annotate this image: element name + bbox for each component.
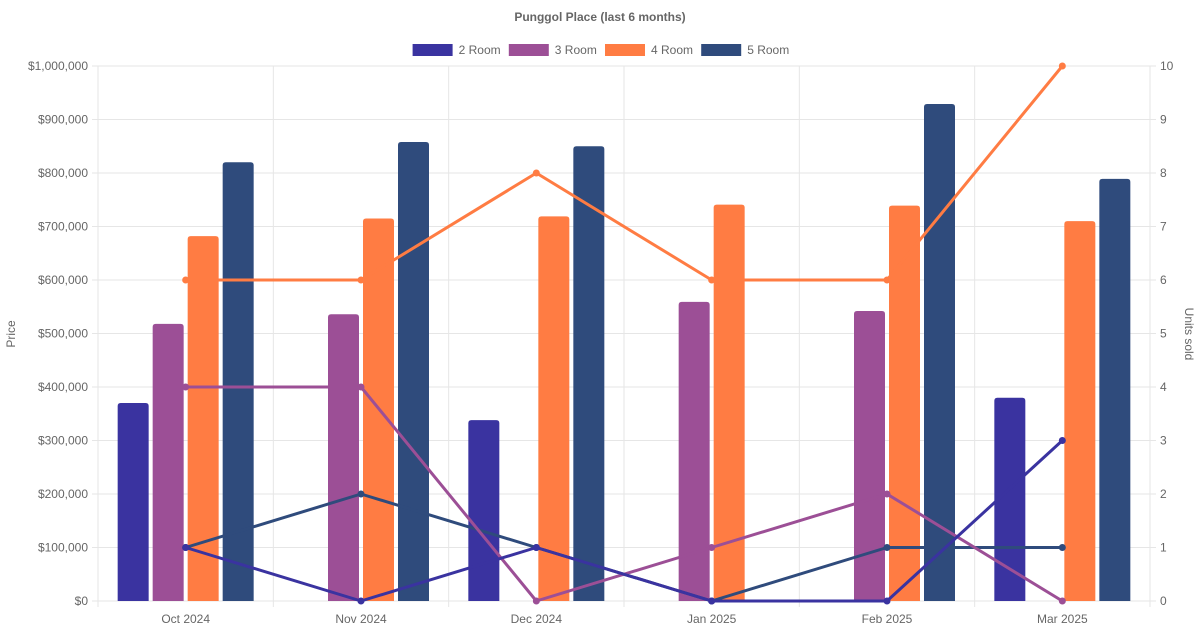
x-tick-label: Feb 2025 — [862, 612, 913, 626]
legend-swatch — [605, 44, 645, 56]
units-point — [357, 490, 365, 498]
bar — [328, 314, 359, 601]
y-tick-label-left: $300,000 — [38, 434, 88, 448]
bar — [573, 146, 605, 601]
x-tick-label: Dec 2024 — [511, 612, 563, 626]
y-tick-label-left: $900,000 — [38, 113, 88, 127]
units-point — [532, 597, 540, 605]
y-tick-label-right: 1 — [1160, 541, 1167, 555]
axes: $0 0 $100,000 1 $200,000 2 $300,000 3 $400,000 4 $… — [28, 59, 1174, 626]
bar — [889, 205, 920, 601]
bar — [538, 216, 570, 601]
y-tick-label-right: 5 — [1160, 327, 1167, 341]
units-point — [532, 169, 540, 177]
units-point — [182, 544, 190, 551]
grid — [97, 65, 1151, 607]
y-tick-label-left: $500,000 — [38, 327, 88, 341]
units-point — [532, 544, 540, 551]
y-tick-label-right: 9 — [1160, 113, 1167, 127]
units-line — [185, 439, 1064, 603]
bar — [152, 323, 184, 601]
units-point — [1058, 437, 1066, 444]
legend: 2 Room 3 Room 4 Room 5 Room — [412, 43, 789, 57]
y-axis-title-left: Price — [4, 320, 18, 348]
unit-lines — [182, 62, 1066, 605]
units-point — [708, 544, 716, 551]
units-line — [185, 65, 1064, 282]
y-tick-label-left: $0 — [75, 594, 89, 608]
bar — [222, 162, 254, 602]
y-tick-label-left: $400,000 — [38, 380, 88, 394]
bar — [468, 420, 500, 601]
units-point — [708, 276, 716, 284]
y-axis-title-right: Units sold — [1182, 308, 1196, 361]
y-tick-label-left: $1,000,000 — [28, 59, 88, 73]
legend-label: 2 Room — [459, 43, 501, 57]
units-point — [357, 383, 365, 391]
units-point — [883, 597, 891, 605]
legend-item: 3 Room — [508, 43, 597, 57]
y-tick-label-right: 10 — [1160, 59, 1174, 73]
y-tick-label-right: 6 — [1160, 273, 1167, 287]
y-tick-label-right: 2 — [1160, 487, 1167, 501]
legend-swatch — [508, 44, 549, 56]
y-tick-label-left: $100,000 — [38, 541, 88, 555]
y-tick-label-left: $600,000 — [38, 273, 88, 287]
units-point — [883, 490, 891, 498]
legend-item: 5 Room — [701, 43, 789, 57]
bar — [924, 103, 955, 602]
bar — [1099, 178, 1131, 601]
legend-swatch — [701, 44, 742, 56]
legend-label: 4 Room — [651, 43, 693, 57]
y-tick-label-right: 3 — [1160, 434, 1167, 448]
legend-swatch — [412, 44, 453, 56]
bar — [854, 311, 885, 601]
legend-item: 2 Room — [412, 43, 501, 57]
units-point — [357, 276, 365, 284]
legend-item: 4 Room — [605, 43, 693, 57]
y-tick-label-left: $800,000 — [38, 166, 88, 180]
x-tick-label: Jan 2025 — [687, 612, 737, 626]
units-point — [1058, 62, 1066, 70]
y-tick-label-left: $700,000 — [38, 220, 88, 234]
chart-title: Punggol Place (last 6 months) — [514, 10, 685, 24]
y-tick-label-right: 7 — [1160, 220, 1167, 234]
bars — [117, 103, 1131, 602]
bar — [187, 236, 219, 601]
units-point — [1058, 544, 1066, 551]
units-point — [708, 597, 716, 605]
x-tick-label: Mar 2025 — [1037, 612, 1088, 626]
y-tick-label-right: 8 — [1160, 166, 1167, 180]
y-tick-label-left: $200,000 — [38, 487, 88, 501]
legend-label: 5 Room — [747, 43, 789, 57]
bar — [994, 397, 1026, 601]
bar — [1064, 221, 1096, 601]
units-point — [182, 276, 190, 284]
units-point — [182, 383, 190, 391]
bar — [117, 403, 149, 601]
units-point — [1058, 597, 1066, 605]
x-tick-label: Oct 2024 — [161, 612, 210, 626]
units-point — [883, 544, 891, 551]
units-point — [357, 597, 365, 605]
x-tick-label: Nov 2024 — [335, 612, 387, 626]
y-tick-label-right: 4 — [1160, 380, 1167, 394]
legend-label: 3 Room — [555, 43, 597, 57]
y-tick-label-right: 0 — [1160, 594, 1167, 608]
units-point — [883, 276, 891, 284]
bar — [713, 204, 745, 601]
bar — [398, 141, 429, 601]
bar — [678, 301, 710, 601]
